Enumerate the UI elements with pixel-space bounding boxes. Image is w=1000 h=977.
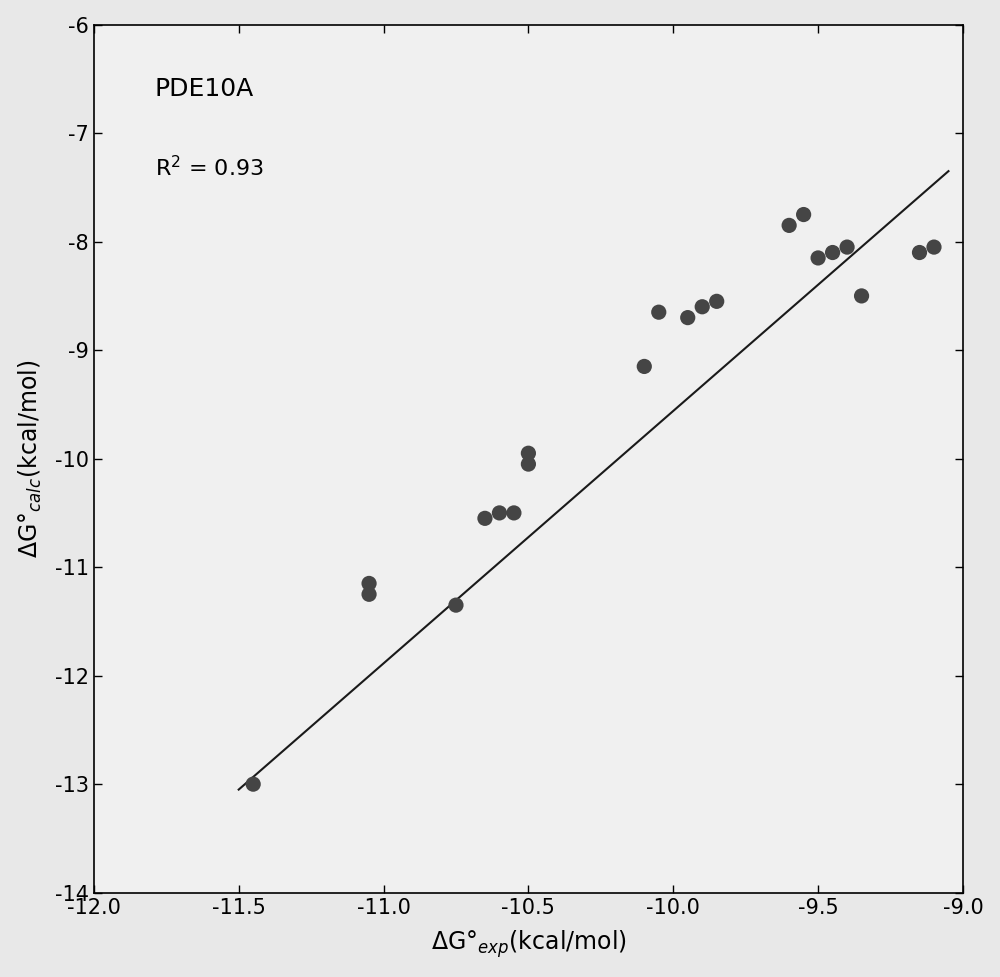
Point	[810, 250, 826, 266]
Point	[709, 293, 725, 309]
Point	[694, 299, 710, 315]
Text: R$^{2}$ = 0.93: R$^{2}$ = 0.93	[155, 155, 263, 180]
Point	[680, 310, 696, 325]
Point	[636, 359, 652, 374]
Y-axis label: ΔG°$_{calc}$(kcal/mol): ΔG°$_{calc}$(kcal/mol)	[17, 360, 44, 558]
Point	[854, 288, 870, 304]
Text: PDE10A: PDE10A	[155, 77, 254, 101]
Point	[796, 207, 812, 223]
Point	[651, 305, 667, 320]
Point	[520, 456, 536, 472]
Point	[825, 244, 841, 260]
Point	[506, 505, 522, 521]
Point	[912, 244, 928, 260]
Point	[361, 586, 377, 602]
Point	[839, 239, 855, 255]
X-axis label: ΔG°$_{exp}$(kcal/mol): ΔG°$_{exp}$(kcal/mol)	[431, 928, 626, 960]
Point	[448, 597, 464, 613]
Point	[361, 575, 377, 591]
Point	[477, 511, 493, 527]
Point	[781, 218, 797, 234]
Point	[245, 777, 261, 792]
Point	[491, 505, 507, 521]
Point	[520, 446, 536, 461]
Point	[926, 239, 942, 255]
